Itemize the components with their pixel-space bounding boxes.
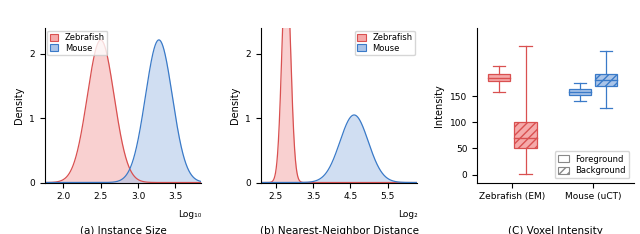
Legend: Zebrafish, Mouse: Zebrafish, Mouse xyxy=(355,31,415,55)
Text: (C) Voxel Intensity: (C) Voxel Intensity xyxy=(508,226,603,234)
Bar xyxy=(515,122,536,149)
Text: Log₂: Log₂ xyxy=(397,210,417,219)
Text: (a) Instance Size: (a) Instance Size xyxy=(80,226,166,234)
Legend: Zebrafish, Mouse: Zebrafish, Mouse xyxy=(47,31,108,55)
Text: (b) Nearest-Neighbor Distance: (b) Nearest-Neighbor Distance xyxy=(260,226,419,234)
Y-axis label: Intensity: Intensity xyxy=(435,84,444,127)
Y-axis label: Density: Density xyxy=(230,87,240,124)
Bar xyxy=(488,74,510,81)
Bar xyxy=(595,74,618,86)
Text: Log₁₀: Log₁₀ xyxy=(178,210,202,219)
Bar xyxy=(569,89,591,95)
Legend: Foreground, Background: Foreground, Background xyxy=(555,151,629,178)
Y-axis label: Density: Density xyxy=(14,87,24,124)
